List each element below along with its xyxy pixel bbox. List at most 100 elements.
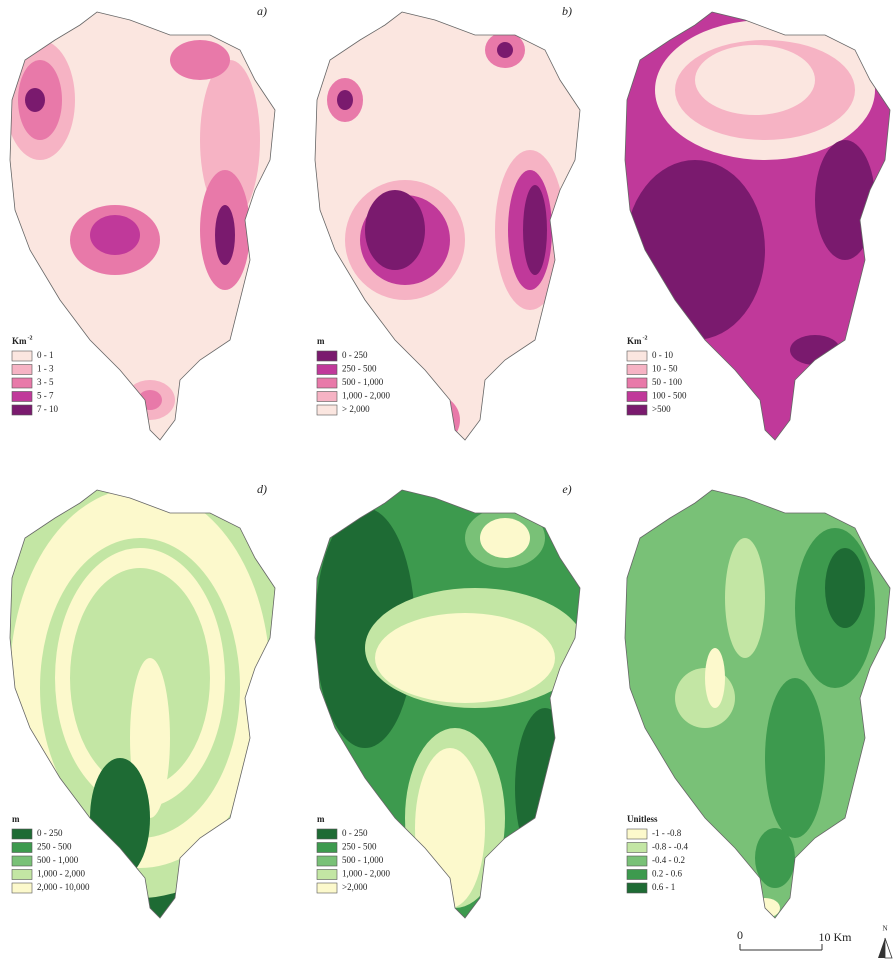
legend-label: 250 - 500: [342, 364, 377, 374]
legend-label: 0 - 250: [342, 350, 368, 360]
legend-label: 0 - 1: [37, 350, 54, 360]
map-panel: Unitless -1 - -0.8 -0.8 - -0.4 -0.4 - 0.2 0.…: [624, 489, 891, 919]
legend-label: -1 - -0.8: [652, 828, 682, 838]
legend-swatch: [626, 869, 648, 880]
map-zone: [705, 648, 725, 708]
island-pattern: [10, 490, 275, 898]
legend-swatch: [11, 404, 33, 416]
legend-swatch: [316, 828, 338, 840]
map-zone: [315, 508, 415, 748]
legend-swatch: [11, 377, 33, 389]
legend-title-sup: -2: [643, 335, 648, 341]
legend-title: m: [317, 336, 325, 346]
legend-label: 10 - 50: [652, 364, 678, 374]
map-zone: [765, 678, 825, 838]
legend-label: -0.4 - 0.2: [652, 855, 685, 865]
legend-swatch: [11, 842, 33, 853]
legend-swatch: [316, 377, 338, 389]
legend-label: 250 - 500: [37, 842, 72, 852]
legend-label: 500 - 1,000: [342, 377, 384, 387]
legend-label: 500 - 1,000: [342, 855, 384, 865]
legend-title: Km: [12, 336, 27, 346]
panel-label: e): [562, 482, 571, 496]
map-zone: [365, 190, 425, 270]
scale-start: 0: [737, 928, 743, 942]
legend-label: > 2,000: [342, 404, 370, 414]
panel-label: d): [257, 482, 267, 496]
legend-label: 1,000 - 2,000: [342, 391, 390, 401]
legend-label: 0.6 - 1: [652, 882, 675, 892]
legend-swatch: [11, 828, 33, 840]
legend-swatch: [626, 828, 648, 840]
map-zone: [675, 668, 735, 728]
legend-label: 250 - 500: [342, 842, 377, 852]
legend-swatch: [626, 377, 648, 389]
legend-swatch: [11, 869, 33, 880]
map-zone: [725, 538, 765, 658]
legend-label: 3 - 5: [37, 377, 54, 387]
map-zone: [625, 160, 765, 340]
island-pattern: [675, 528, 875, 918]
legend-label: 500 - 1,000: [37, 855, 79, 865]
legend-label: 0 - 250: [342, 828, 368, 838]
map-zone: [515, 708, 575, 868]
map-panel: a) Km -2 0 - 1 1 - 3 3 - 5 5 - 7 7 - 10: [9, 4, 276, 441]
legend-label: 0 - 10: [652, 350, 673, 360]
map-zone: [523, 185, 547, 275]
legend-swatch: [316, 364, 338, 375]
legend-swatch: [626, 404, 648, 416]
legend-swatch: [626, 842, 648, 853]
legend-label: 5 - 7: [37, 391, 54, 401]
legend-label: 2,000 - 10,000: [37, 882, 90, 892]
legend-swatch: [316, 350, 338, 362]
legend-label: 1,000 - 2,000: [342, 869, 390, 879]
map-zone: [415, 748, 485, 908]
legend-swatch: [626, 350, 648, 362]
map-zone: [375, 613, 555, 703]
legend-swatch: [11, 855, 33, 867]
legend-swatch: [11, 350, 33, 362]
legend-swatch: [11, 882, 33, 894]
map-zone: [480, 518, 530, 558]
scale-bar: 0 10 Km: [737, 928, 853, 951]
map-zone: [815, 140, 875, 260]
legend-swatch: [316, 855, 338, 867]
legend-title-sup: -2: [28, 335, 33, 341]
map-panel: b) m 0 - 250 250 - 500 500 - 1,000 1,000 - 2,…: [314, 4, 581, 441]
north-label: N: [882, 925, 887, 933]
legend-swatch: [316, 842, 338, 853]
legend-label: >2,000: [342, 882, 368, 892]
legend-swatch: [626, 364, 648, 375]
legend-label: 0.2 - 0.6: [652, 869, 682, 879]
map-zone: [497, 42, 513, 58]
legend-label: 100 - 500: [652, 391, 687, 401]
legend-swatch: [626, 391, 648, 402]
map-panel: d) m 0 - 250 250 - 500 500 - 1,000 1,000 - 2,…: [9, 482, 276, 919]
legend-swatch: [626, 882, 648, 894]
map-zone: [90, 215, 140, 255]
legend-label: 0 - 250: [37, 828, 63, 838]
map-zone: [138, 390, 162, 410]
panel-label: a): [257, 4, 267, 18]
map-zone: [825, 548, 865, 628]
map-zone: [90, 758, 150, 878]
legend-label: 50 - 100: [652, 377, 682, 387]
map-zone: [337, 90, 353, 110]
legend-swatch: [316, 404, 338, 416]
legend-swatch: [11, 391, 33, 402]
legend-swatch: [316, 391, 338, 402]
north-arrow: N: [878, 925, 893, 959]
legend-swatch: [626, 855, 648, 867]
map-zone: [755, 828, 795, 888]
legend-title: m: [12, 814, 20, 824]
map-zone: [425, 410, 445, 430]
map-panel: Km -2 0 - 10 10 - 50 50 - 100 100 - 500 >500: [624, 11, 891, 441]
map-zone: [25, 88, 45, 112]
map-zone: [170, 40, 230, 80]
map-zone: [695, 45, 815, 115]
legend-title: Km: [627, 336, 642, 346]
map-zone: [215, 205, 235, 265]
scale-end: 10 Km: [819, 930, 853, 944]
legend-label: 1 - 3: [37, 364, 54, 374]
